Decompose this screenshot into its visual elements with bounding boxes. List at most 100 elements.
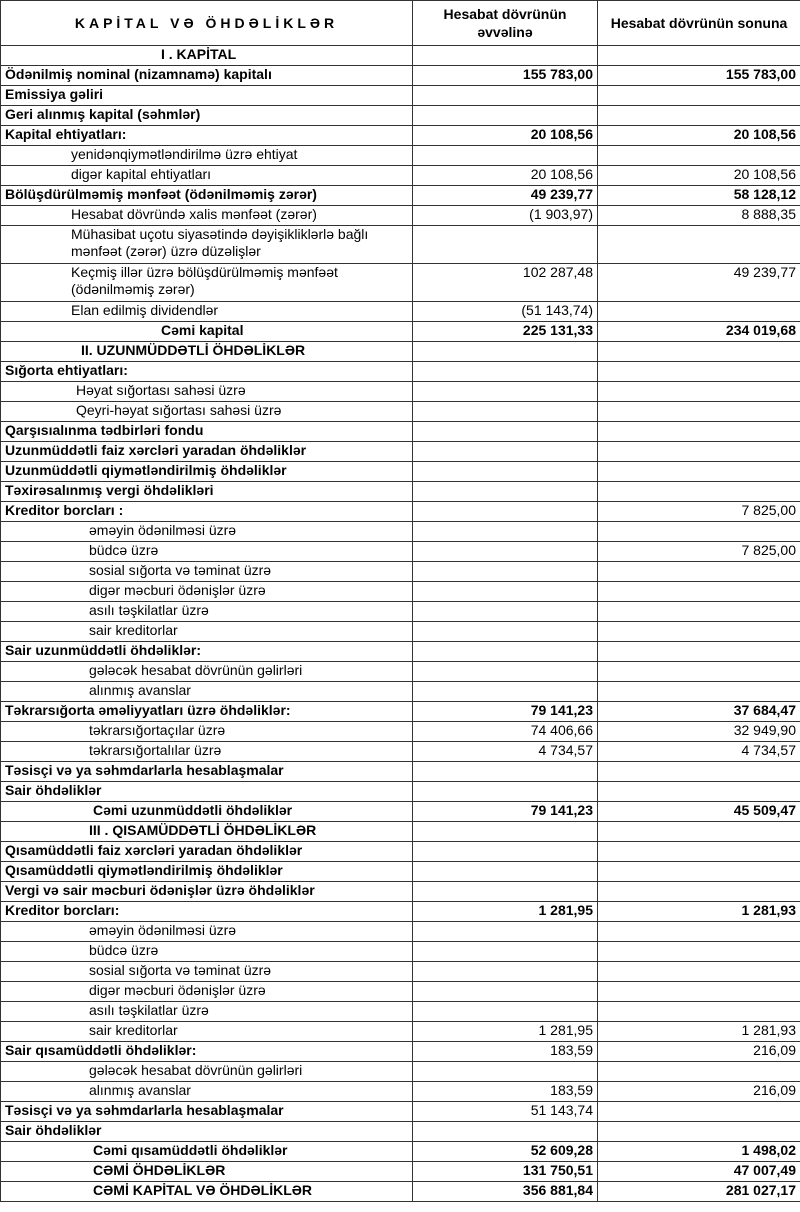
row-label: Qısamüddətli faiz xərcləri yaradan öhdəl… (0, 841, 413, 862)
value-period-end: 20 108,56 (597, 165, 800, 186)
table-row: gələcək hesabat dövrünün gəlirləri (0, 1061, 800, 1082)
table-row: Uzunmüddətli qiymətləndirilmiş öhdəliklə… (0, 461, 800, 482)
value-period-end (597, 45, 800, 66)
row-label: əməyin ödənilməsi üzrə (0, 921, 413, 942)
value-period-end (597, 941, 800, 962)
value-period-end (597, 841, 800, 862)
value-period-start: 74 406,66 (412, 721, 598, 742)
table-row: Təkrarsığorta əməliyyatları üzrə öhdəlik… (0, 701, 800, 722)
table-row: III . QISAMÜDDƏTLİ ÖHDƏLİKLƏR (0, 821, 800, 842)
row-label: sair kreditorlar (0, 1021, 413, 1042)
row-label: Qeyri-həyat sığortası sahəsi üzrə (0, 401, 413, 422)
value-period-end (597, 641, 800, 662)
table-row: Emissiya gəliri (0, 85, 800, 106)
value-period-end: 1 281,93 (597, 901, 800, 922)
value-period-start (412, 661, 598, 682)
table-row: sair kreditorlar (0, 621, 800, 642)
value-period-end (597, 601, 800, 622)
row-label: Hesabat dövründə xalis mənfəət (zərər) (0, 205, 413, 226)
header-row: KAPİTAL VƏ ÖHDƏLİKLƏR Hesabat dövrünün ə… (0, 0, 800, 46)
table-row: Cəmi qısamüddətli öhdəliklər 52 609,28 1 4… (0, 1141, 800, 1162)
table-row: Hesabat dövründə xalis mənfəət (zərər) (1… (0, 205, 800, 226)
table-row: Kapital ehtiyatları: 20 108,56 20 108,56 (0, 125, 800, 146)
value-period-end (597, 85, 800, 106)
value-period-start (412, 1061, 598, 1082)
value-period-start: 131 750,51 (412, 1161, 598, 1182)
table-row: Uzunmüddətli faiz xərcləri yaradan öhdəl… (0, 441, 800, 462)
row-label: Sair öhdəliklər (0, 781, 413, 802)
value-period-end: 20 108,56 (597, 125, 800, 146)
value-period-end: 8 888,35 (597, 205, 800, 226)
value-period-end (597, 461, 800, 482)
table-row: Sair öhdəliklər (0, 1121, 800, 1142)
value-period-end (597, 1121, 800, 1142)
value-period-end (597, 661, 800, 682)
value-period-start: 102 287,48 (412, 263, 598, 302)
table-row: əməyin ödənilməsi üzrə (0, 521, 800, 542)
value-period-end: 234 019,68 (597, 321, 800, 342)
value-period-start: 79 141,23 (412, 701, 598, 722)
row-label: Qarşısıalınma tədbirləri fondu (0, 421, 413, 442)
value-period-start (412, 861, 598, 882)
value-period-start (412, 145, 598, 166)
value-period-end: 47 007,49 (597, 1161, 800, 1182)
table-row: CƏMİ ÖHDƏLİKLƏR 131 750,51 47 007,49 (0, 1161, 800, 1182)
table-row: Bölüşdürülməmiş mənfəət (ödənilməmiş zər… (0, 185, 800, 206)
table-row: Sığorta ehtiyatları: (0, 361, 800, 382)
row-label: büdcə üzrə (0, 941, 413, 962)
value-period-start: 1 281,95 (412, 1021, 598, 1042)
value-period-end (597, 361, 800, 382)
value-period-start (412, 561, 598, 582)
row-label: Təxirəsalınmış vergi öhdəlikləri (0, 481, 413, 502)
table-row: Qısamüddətli qiymətləndirilmiş öhdəliklə… (0, 861, 800, 882)
value-period-end (597, 381, 800, 402)
value-period-end (597, 921, 800, 942)
value-period-start (412, 821, 598, 842)
table-row: Ödənilmiş nominal (nizamnamə) kapitalı 15… (0, 65, 800, 86)
value-period-end: 4 734,57 (597, 741, 800, 762)
value-period-start (412, 461, 598, 482)
value-period-end (597, 681, 800, 702)
table-row: Sair qısamüddətli öhdəliklər: 183,59 216,0… (0, 1041, 800, 1062)
value-period-start (412, 441, 598, 462)
row-label: Keçmiş illər üzrə bölüşdürülməmiş mənfəə… (0, 263, 413, 302)
row-label: II. UZUNMÜDDƏTLİ ÖHDƏLİKLƏR (0, 341, 413, 362)
value-period-start (412, 341, 598, 362)
value-period-start: 356 881,84 (412, 1181, 598, 1202)
value-period-start: 79 141,23 (412, 801, 598, 822)
value-period-start: 4 734,57 (412, 741, 598, 762)
value-period-start: 225 131,33 (412, 321, 598, 342)
value-period-start: 20 108,56 (412, 125, 598, 146)
row-label: Bölüşdürülməmiş mənfəət (ödənilməmiş zər… (0, 185, 413, 206)
row-label: sair kreditorlar (0, 621, 413, 642)
table-row: Sair uzunmüddətli öhdəliklər: (0, 641, 800, 662)
value-period-start (412, 581, 598, 602)
row-label: təkrarsığortalılar üzrə (0, 741, 413, 762)
row-label: asılı təşkilatlar üzrə (0, 601, 413, 622)
value-period-start: 183,59 (412, 1041, 598, 1062)
row-label: Ödənilmiş nominal (nizamnamə) kapitalı (0, 65, 413, 86)
value-period-end (597, 421, 800, 442)
row-label: Emissiya gəliri (0, 85, 413, 106)
value-period-start (412, 1001, 598, 1022)
row-label: Geri alınmış kapital (səhmlər) (0, 105, 413, 126)
value-period-start (412, 941, 598, 962)
value-period-end: 155 783,00 (597, 65, 800, 86)
row-label: III . QISAMÜDDƏTLİ ÖHDƏLİKLƏR (0, 821, 413, 842)
value-period-start: 20 108,56 (412, 165, 598, 186)
table-row: Sair öhdəliklər (0, 781, 800, 802)
row-label: gələcək hesabat dövrünün gəlirləri (0, 661, 413, 682)
value-period-start (412, 541, 598, 562)
value-period-end (597, 761, 800, 782)
value-period-start (412, 621, 598, 642)
value-period-end (597, 561, 800, 582)
row-label: Sair öhdəliklər (0, 1121, 413, 1142)
row-label: Həyat sığortası sahəsi üzrə (0, 381, 413, 402)
value-period-start (412, 85, 598, 106)
value-period-start: 51 143,74 (412, 1101, 598, 1122)
value-period-end (597, 521, 800, 542)
value-period-end (597, 861, 800, 882)
table-row: asılı təşkilatlar üzrə (0, 1001, 800, 1022)
row-label: alınmış avanslar (0, 681, 413, 702)
value-period-start (412, 481, 598, 502)
